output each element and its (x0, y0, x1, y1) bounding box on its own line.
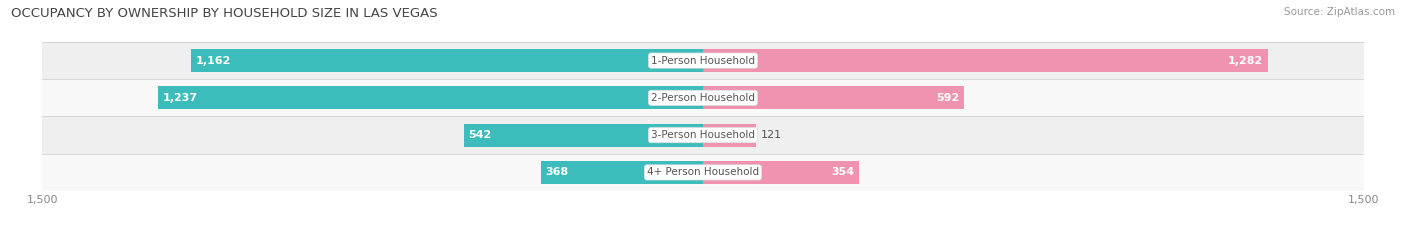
Text: 121: 121 (761, 130, 782, 140)
Bar (703, 161, 859, 184)
Text: 3-Person Household: 3-Person Household (651, 130, 755, 140)
Text: 592: 592 (936, 93, 959, 103)
Bar (157, 86, 703, 110)
Text: 542: 542 (468, 130, 492, 140)
Text: 354: 354 (831, 168, 855, 177)
Text: 1,237: 1,237 (163, 93, 198, 103)
Text: OCCUPANCY BY OWNERSHIP BY HOUSEHOLD SIZE IN LAS VEGAS: OCCUPANCY BY OWNERSHIP BY HOUSEHOLD SIZE… (11, 7, 437, 20)
Text: 1,282: 1,282 (1227, 56, 1264, 65)
Text: 2-Person Household: 2-Person Household (651, 93, 755, 103)
Text: 4+ Person Household: 4+ Person Household (647, 168, 759, 177)
Bar (703, 86, 963, 110)
Bar (703, 49, 1268, 72)
Text: 1,162: 1,162 (195, 56, 231, 65)
Bar (42, 42, 1364, 79)
Bar (42, 154, 1364, 191)
Text: 368: 368 (546, 168, 568, 177)
Bar (464, 123, 703, 147)
Text: 1-Person Household: 1-Person Household (651, 56, 755, 65)
Bar (191, 49, 703, 72)
Bar (541, 161, 703, 184)
Bar (703, 123, 756, 147)
Bar (42, 116, 1364, 154)
Text: Source: ZipAtlas.com: Source: ZipAtlas.com (1284, 7, 1395, 17)
Bar (42, 79, 1364, 116)
